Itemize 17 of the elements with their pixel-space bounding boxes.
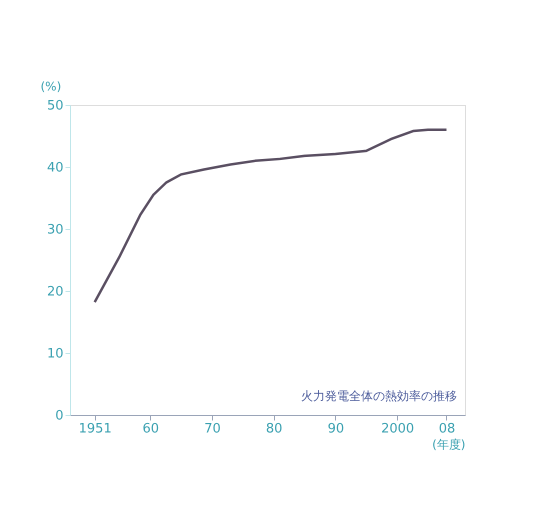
- y-tick-label: 0: [55, 408, 64, 424]
- y-tick-label: 40: [46, 160, 64, 176]
- y-axis-title: (%): [40, 80, 62, 94]
- x-tick-label: 2000: [381, 422, 414, 436]
- x-tick-label: 80: [266, 422, 282, 436]
- y-tick-label: 50: [46, 98, 64, 114]
- x-tick-label: 90: [328, 422, 344, 436]
- y-tick-label: 30: [46, 222, 64, 238]
- y-tick-label: 20: [46, 284, 64, 300]
- x-tick-label: 08: [438, 422, 456, 436]
- y-tick-label: 10: [46, 346, 64, 362]
- x-tick-label: 60: [142, 422, 160, 436]
- line-series: [93, 128, 448, 304]
- x-axis-title: (年度): [432, 438, 466, 452]
- annotation: 火力発電全体の熱効率の推移: [301, 389, 457, 403]
- x-tick-label: 1951: [78, 422, 112, 436]
- x-tick-label: 70: [204, 422, 221, 436]
